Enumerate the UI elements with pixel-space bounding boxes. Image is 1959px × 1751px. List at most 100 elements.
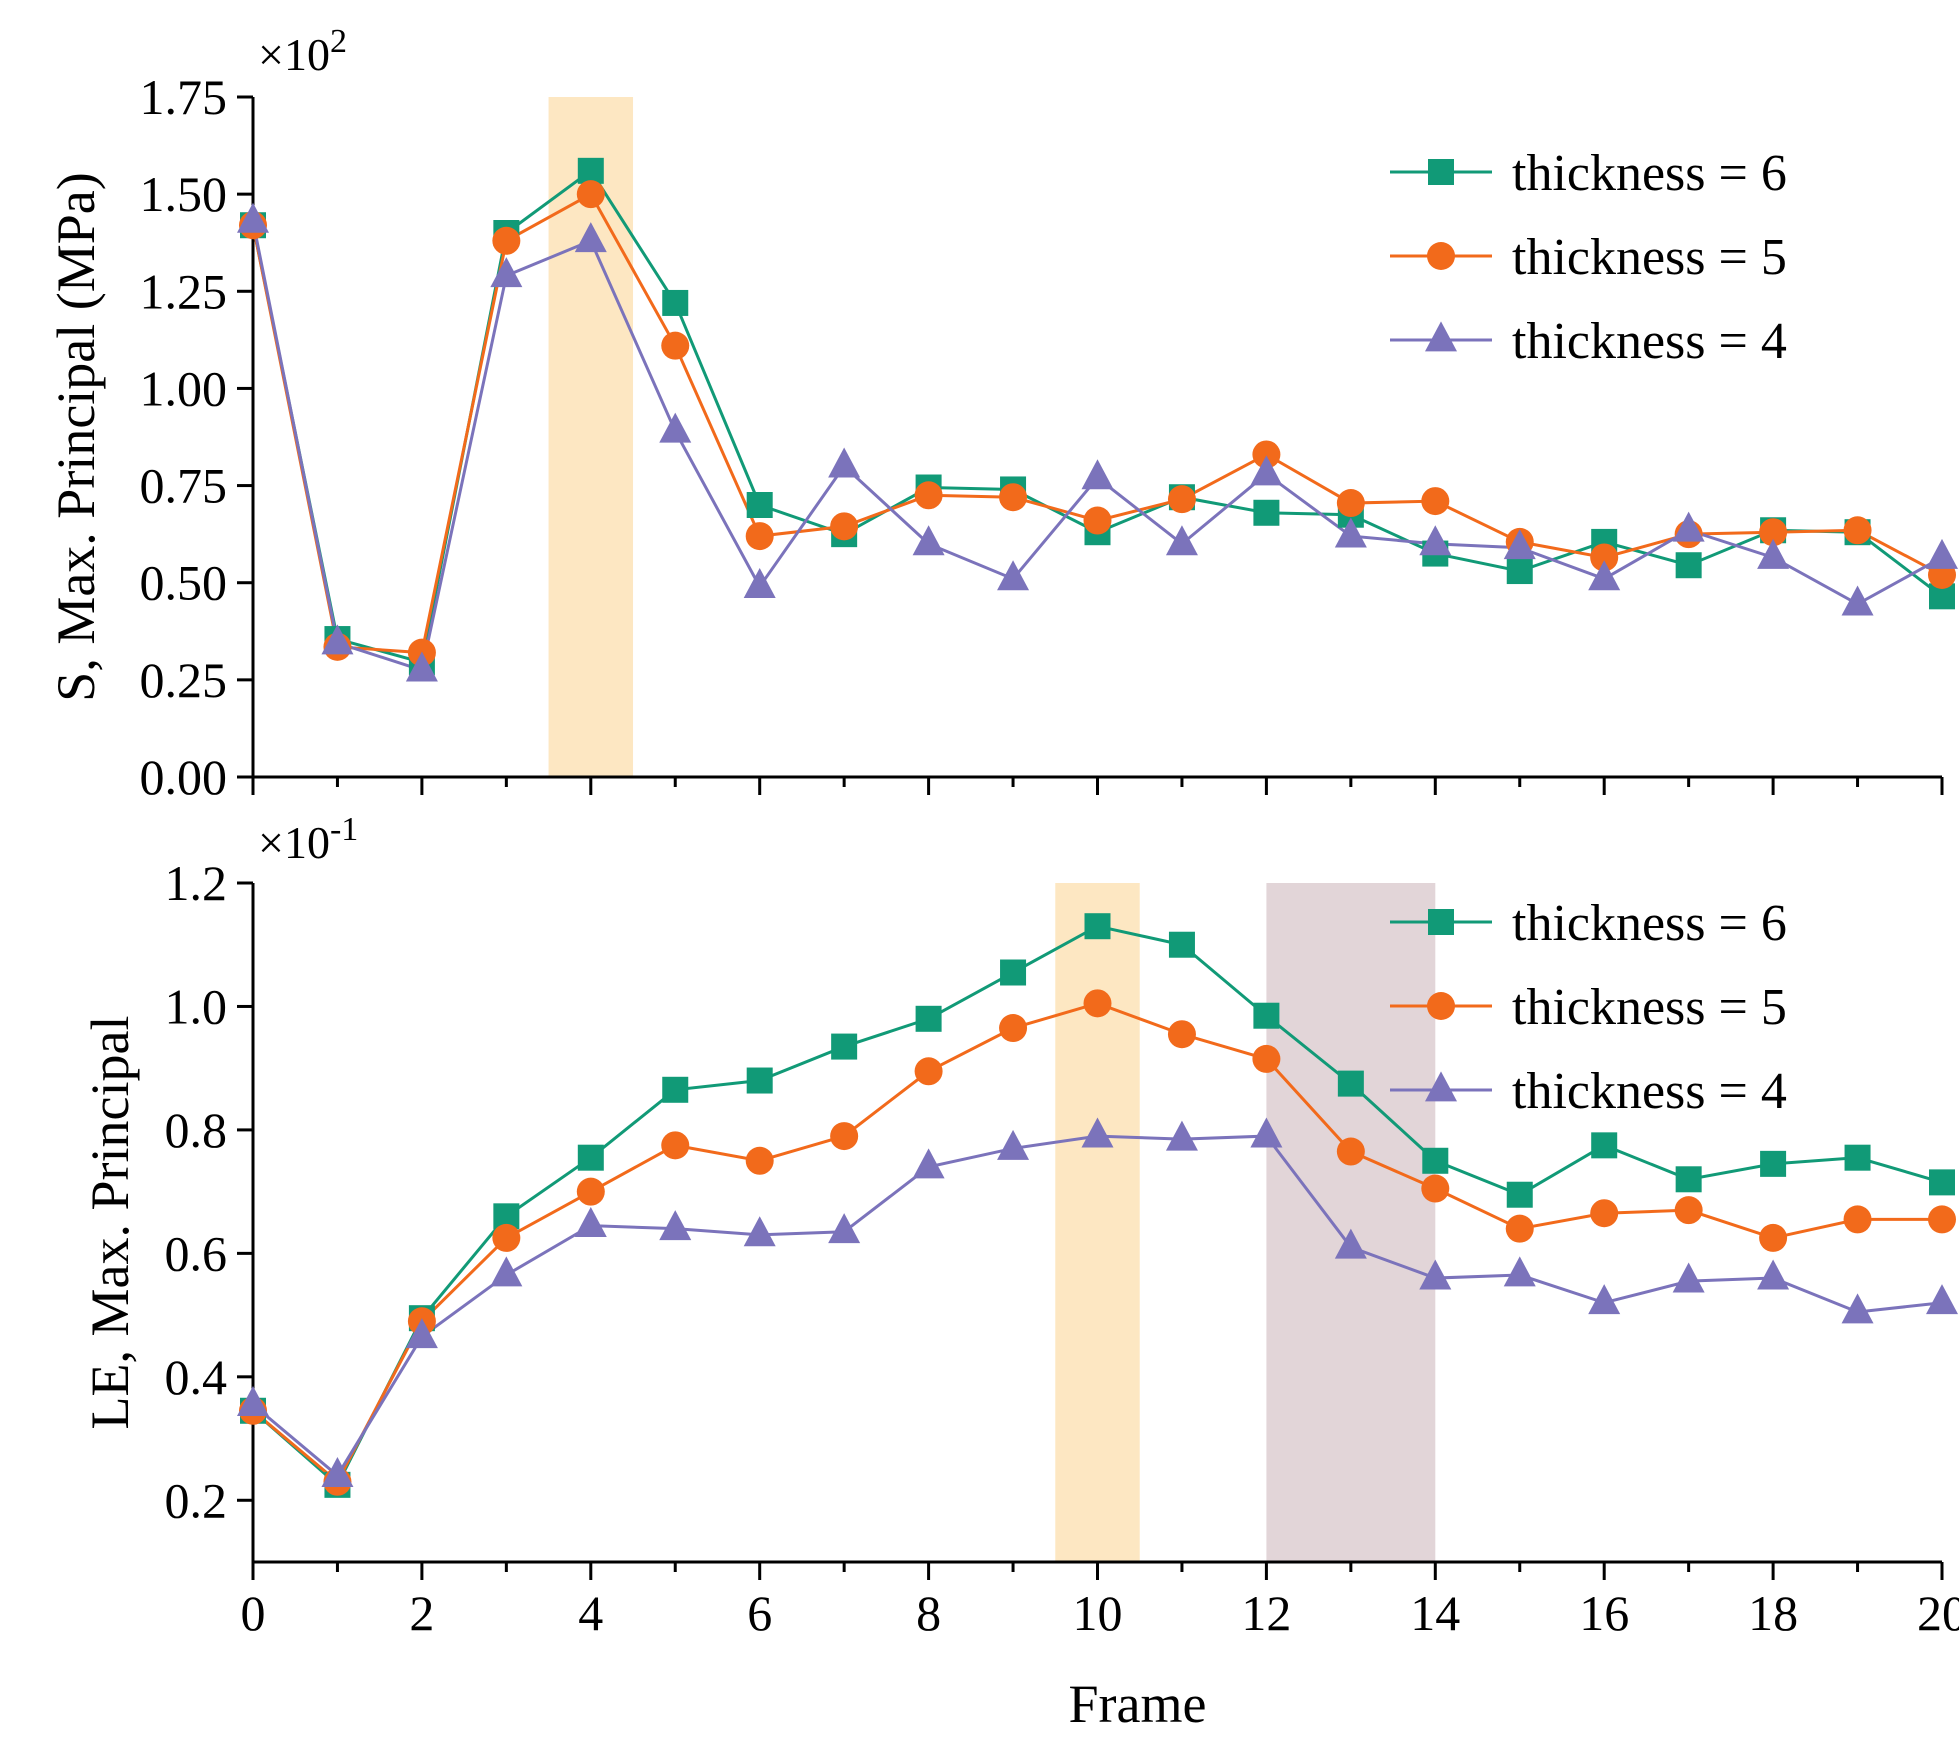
chart1-data-point [1843,516,1872,545]
chart1-data-point [1675,552,1702,579]
chart2-x-axis-title: Frame [1069,1674,1207,1734]
chart1-data-point [237,202,269,233]
chart2-legend-label: thickness = 5 [1512,979,1787,1036]
chart2-data-point [1000,959,1027,986]
chart1-data-point [828,447,861,478]
chart2-y-tick-label: 1.0 [165,978,228,1034]
chart2-data-point [1419,1259,1452,1290]
chart2-data-point [1675,1166,1702,1193]
chart1-data-point [830,512,859,541]
chart1-legend-label: thickness = 6 [1512,145,1787,202]
chart1-y-multiplier-exponent: 2 [330,23,347,60]
chart1-data-point [1081,459,1114,490]
chart1-data-point [662,289,689,316]
chart2-data-point [1928,1205,1956,1234]
chart1-y-multiplier-base: ×10 [258,29,330,80]
chart2-data-point [662,1076,689,1103]
chart1-data-point [1419,525,1452,556]
chart2-data-point [1334,1228,1367,1259]
chart2-data-point [1844,1144,1871,1171]
chart2-y-multiplier-base: ×10 [258,817,330,868]
chart2-data-point [1165,1120,1198,1151]
chart2-data-point [659,1210,692,1241]
chart1-data-point [1334,517,1367,548]
chart1-data-point [997,560,1030,591]
chart1-y-tick-label: 1.50 [140,166,228,222]
chart2-y-axis-title: LE, Max. Principal [80,1016,140,1430]
chart2-data-point [1250,1117,1283,1148]
chart2-legend-label: thickness = 6 [1512,895,1787,952]
chart2-data-point [912,1148,945,1179]
chart1-legend-marker [1427,242,1455,270]
chart1-legend-label: thickness = 5 [1512,229,1787,286]
chart2-y-tick-label: 0.4 [165,1349,228,1405]
chart2-y-tick-label: 0.8 [165,1102,228,1158]
chart1-data-point [1506,558,1533,585]
chart2-data-point [1590,1199,1619,1228]
chart2-data-point [577,1144,604,1171]
chart2-data-point [1843,1205,1872,1234]
chart2-data-point [1505,1214,1534,1243]
chart2-data-point [914,1057,943,1086]
chart2-data-point [1672,1262,1705,1293]
chart2-data-point [1422,1147,1449,1174]
chart2-data-point [997,1129,1030,1160]
chart1-data-point [574,222,607,253]
chart2-data-point [237,1385,269,1416]
chart1-data-point [1336,489,1365,518]
chart1-data-point [914,481,943,510]
chart2-x-tick-label: 14 [1410,1585,1460,1641]
chart1-data-point [1252,440,1281,469]
chart2-data-point [1926,1284,1958,1315]
chart1-y-tick-label: 1.75 [140,69,228,125]
chart1-y-tick-label: 0.75 [140,458,228,514]
chart2-y-tick-label: 1.2 [165,855,228,911]
chart1-y-multiplier: ×102 [258,23,347,80]
chart2-x-tick-label: 8 [916,1585,941,1641]
chart2-legend-marker [1428,909,1454,935]
chart1-data-point [745,522,774,551]
chart2-data-point [661,1131,690,1160]
chart2-data-point [745,1146,774,1175]
chart1-data-point [1590,543,1619,572]
chart1-data-point [577,157,604,184]
chart2-x-tick-label: 16 [1579,1585,1629,1641]
chart2-x-tick-label: 18 [1748,1585,1798,1641]
chart2-data-point [1168,931,1195,958]
chart2-data-point [490,1256,523,1287]
chart2-legend-label: thickness = 4 [1512,1063,1787,1120]
chart2-highlight-band [1266,883,1436,1562]
chart2-data-point [1929,1169,1955,1196]
chart1-data-point [1841,585,1874,616]
chart1-data-point [659,412,692,443]
chart2-data-point [1167,1020,1196,1049]
chart2-data-point [743,1216,776,1247]
chart2-data-point [828,1213,861,1244]
chart1-data-point [1083,506,1112,535]
chart2-data-point [576,1177,605,1206]
chart1-data-point [1672,511,1705,542]
chart2-data-point [1083,989,1112,1018]
chart2-x-tick-label: 6 [747,1585,772,1641]
chart2-data-point [830,1122,859,1151]
chart1-data-point [321,624,354,655]
chart1-data-point [912,525,945,556]
chart1-y-axis-title: S, Max. Principal (MPa) [46,172,106,701]
chart2-data-point [1337,1070,1364,1097]
chart1-data-point [1503,529,1536,560]
chart2-data-point [574,1206,607,1237]
chart1-series-line [251,221,1943,673]
chart2-data-point [1503,1256,1536,1287]
chart1-y-tick-label: 1.00 [140,360,228,416]
chart1-y-tick-label: 0.00 [140,749,228,805]
chart2-y-multiplier: ×10-1 [258,811,358,868]
chart2-data-point [1757,1259,1790,1290]
chart2-x-tick-label: 0 [241,1585,266,1641]
chart2-data-point [1252,1044,1281,1073]
chart2-data-point [746,1067,773,1094]
chart1-data-point [1165,525,1198,556]
chart1-data-point [1250,455,1283,486]
chart2-data-point [1084,913,1111,940]
